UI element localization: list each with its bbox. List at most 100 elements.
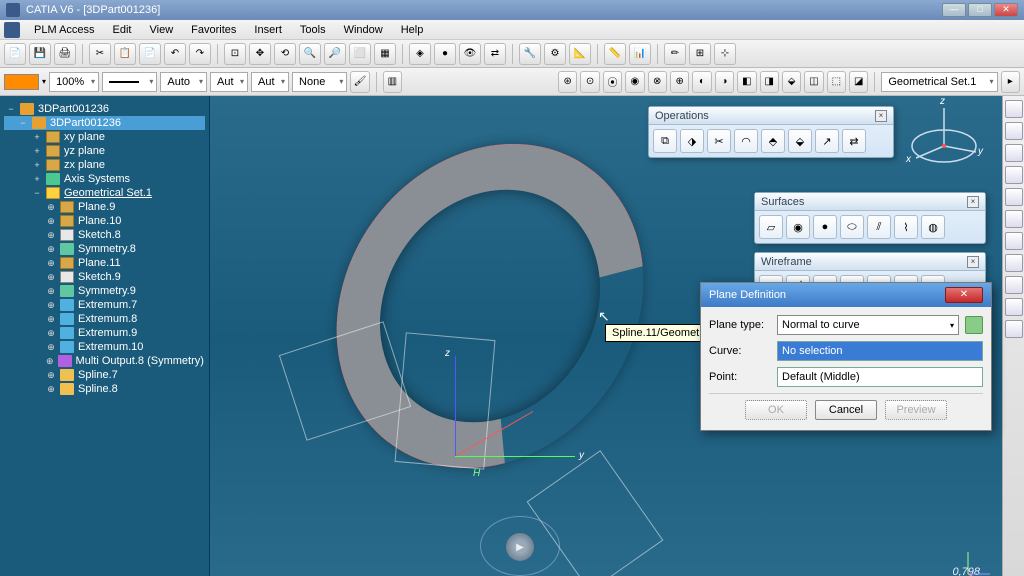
tree-item[interactable]: ⊕Extremum.8 bbox=[4, 312, 205, 326]
tree-item[interactable]: −3DPart001236 bbox=[4, 116, 205, 130]
weight-dropdown[interactable]: Aut bbox=[210, 72, 248, 92]
robot-controller[interactable]: ▶ bbox=[480, 516, 560, 576]
g14-button[interactable]: ◪ bbox=[849, 71, 868, 93]
tree-item[interactable]: ⊕Plane.9 bbox=[4, 200, 205, 214]
iso-view-button[interactable]: ◈ bbox=[409, 43, 431, 65]
paste-button[interactable]: 📄 bbox=[139, 43, 161, 65]
rotate-button[interactable]: ⟲ bbox=[274, 43, 296, 65]
g3-button[interactable]: ⦿ bbox=[603, 71, 622, 93]
origin-axis-system[interactable]: z y H bbox=[455, 456, 456, 457]
tree-item[interactable]: ⊕Extremum.7 bbox=[4, 298, 205, 312]
g12-button[interactable]: ◫ bbox=[804, 71, 823, 93]
op-join-button[interactable]: ⧉ bbox=[653, 129, 677, 153]
surf-sweep-button[interactable]: ⌇ bbox=[894, 215, 918, 239]
tree-item[interactable]: +zx plane bbox=[4, 158, 205, 172]
feat3-button[interactable]: 📐 bbox=[569, 43, 591, 65]
menu-help[interactable]: Help bbox=[393, 22, 432, 38]
ref-button[interactable]: ⊞ bbox=[689, 43, 711, 65]
operations-toolbar[interactable]: Operations× ⧉ ⬗ ✂ ◠ ⬘ ⬙ ↗ ⇄ bbox=[648, 106, 894, 158]
g1-button[interactable]: ⊛ bbox=[558, 71, 577, 93]
wireframe-close-icon[interactable]: × bbox=[967, 256, 979, 268]
op-extrap-button[interactable]: ↗ bbox=[815, 129, 839, 153]
undo-button[interactable]: ↶ bbox=[164, 43, 186, 65]
tree-item[interactable]: ⊕Spline.7 bbox=[4, 368, 205, 382]
tree-item[interactable]: ⊕Extremum.10 bbox=[4, 340, 205, 354]
line-thickness-dropdown[interactable] bbox=[102, 72, 157, 92]
curve-input[interactable]: No selection bbox=[777, 341, 983, 361]
print-button[interactable]: 🖨 bbox=[54, 43, 76, 65]
new-button[interactable]: 📄 bbox=[4, 43, 26, 65]
set-selector-dropdown[interactable]: Geometrical Set.1 bbox=[881, 72, 997, 92]
plane-type-helper-icon[interactable] bbox=[965, 316, 983, 334]
line-style-dropdown[interactable]: Auto bbox=[160, 72, 207, 92]
menu-view[interactable]: View bbox=[142, 22, 182, 38]
dialog-titlebar[interactable]: Plane Definition ✕ bbox=[701, 283, 991, 307]
multi-view-button[interactable]: ▦ bbox=[374, 43, 396, 65]
surfaces-close-icon[interactable]: × bbox=[967, 196, 979, 208]
menu-insert[interactable]: Insert bbox=[246, 22, 290, 38]
g7-button[interactable]: ◐ bbox=[692, 71, 711, 93]
play-button[interactable]: ▶ bbox=[506, 533, 534, 561]
rail-btn-7[interactable] bbox=[1005, 232, 1023, 250]
surf-revolve-button[interactable]: ◉ bbox=[786, 215, 810, 239]
set-add-button[interactable]: ▸ bbox=[1001, 71, 1020, 93]
brush-button[interactable]: 🖌 bbox=[350, 71, 369, 93]
swap-button[interactable]: ⇄ bbox=[484, 43, 506, 65]
op-trim-button[interactable]: ✂ bbox=[707, 129, 731, 153]
rail-btn-1[interactable] bbox=[1005, 100, 1023, 118]
menu-plm-access[interactable]: PLM Access bbox=[26, 22, 103, 38]
menu-window[interactable]: Window bbox=[336, 22, 391, 38]
render-dropdown[interactable]: None bbox=[292, 72, 347, 92]
menu-tools[interactable]: Tools bbox=[292, 22, 334, 38]
dialog-close-button[interactable]: ✕ bbox=[945, 287, 983, 303]
tree-item[interactable]: +yz plane bbox=[4, 144, 205, 158]
tree-item[interactable]: ⊕Sketch.9 bbox=[4, 270, 205, 284]
tree-item[interactable]: ⊕Plane.11 bbox=[4, 256, 205, 270]
feat1-button[interactable]: 🔧 bbox=[519, 43, 541, 65]
g10-button[interactable]: ◨ bbox=[760, 71, 779, 93]
tree-item[interactable]: −Geometrical Set.1 bbox=[4, 186, 205, 200]
zoom-dropdown[interactable]: 100% bbox=[49, 72, 99, 92]
point-input[interactable]: Default (Middle) bbox=[777, 367, 983, 387]
rail-btn-2[interactable] bbox=[1005, 122, 1023, 140]
tree-item[interactable]: ⊕Symmetry.8 bbox=[4, 242, 205, 256]
rail-btn-6[interactable] bbox=[1005, 210, 1023, 228]
g4-button[interactable]: ◉ bbox=[625, 71, 644, 93]
op-trans-button[interactable]: ⬙ bbox=[788, 129, 812, 153]
tree-item[interactable]: ⊕Plane.10 bbox=[4, 214, 205, 228]
cut-button[interactable]: ✂ bbox=[89, 43, 111, 65]
mini-axis-triad[interactable] bbox=[960, 546, 996, 576]
g2-button[interactable]: ⊙ bbox=[580, 71, 599, 93]
rail-btn-4[interactable] bbox=[1005, 166, 1023, 184]
menu-favorites[interactable]: Favorites bbox=[183, 22, 244, 38]
compass[interactable]: z y x bbox=[904, 102, 984, 174]
op-invert-button[interactable]: ⇄ bbox=[842, 129, 866, 153]
normal-view-button[interactable]: ⬜ bbox=[349, 43, 371, 65]
op-extract-button[interactable]: ⬘ bbox=[761, 129, 785, 153]
surf-extrude-button[interactable]: ▱ bbox=[759, 215, 783, 239]
g5-button[interactable]: ⊗ bbox=[648, 71, 667, 93]
rail-btn-8[interactable] bbox=[1005, 254, 1023, 272]
minimize-button[interactable]: — bbox=[942, 3, 966, 17]
surf-offset-button[interactable]: ⫽ bbox=[867, 215, 891, 239]
rail-btn-3[interactable] bbox=[1005, 144, 1023, 162]
surfaces-toolbar[interactable]: Surfaces× ▱ ◉ ● ⬭ ⫽ ⌇ ◍ bbox=[754, 192, 986, 244]
preview-button[interactable]: Preview bbox=[885, 400, 947, 420]
g13-button[interactable]: ⬚ bbox=[827, 71, 846, 93]
rail-btn-5[interactable] bbox=[1005, 188, 1023, 206]
analysis-button[interactable]: 📊 bbox=[629, 43, 651, 65]
tree-item[interactable]: ⊕Symmetry.9 bbox=[4, 284, 205, 298]
plane-definition-dialog[interactable]: Plane Definition ✕ Plane type: Normal to… bbox=[700, 282, 992, 431]
rail-btn-11[interactable] bbox=[1005, 320, 1023, 338]
tree-item[interactable]: +Axis Systems bbox=[4, 172, 205, 186]
pan-button[interactable]: ✥ bbox=[249, 43, 271, 65]
tree-item[interactable]: ⊕Multi Output.8 (Symmetry) bbox=[4, 354, 205, 368]
layer-button[interactable]: ▥ bbox=[383, 71, 402, 93]
color-picker[interactable] bbox=[4, 74, 39, 90]
ok-button[interactable]: OK bbox=[745, 400, 807, 420]
copy-button[interactable]: 📋 bbox=[114, 43, 136, 65]
surf-cylinder-button[interactable]: ⬭ bbox=[840, 215, 864, 239]
measure-button[interactable]: 📏 bbox=[604, 43, 626, 65]
menu-edit[interactable]: Edit bbox=[105, 22, 140, 38]
shade-button[interactable]: ● bbox=[434, 43, 456, 65]
